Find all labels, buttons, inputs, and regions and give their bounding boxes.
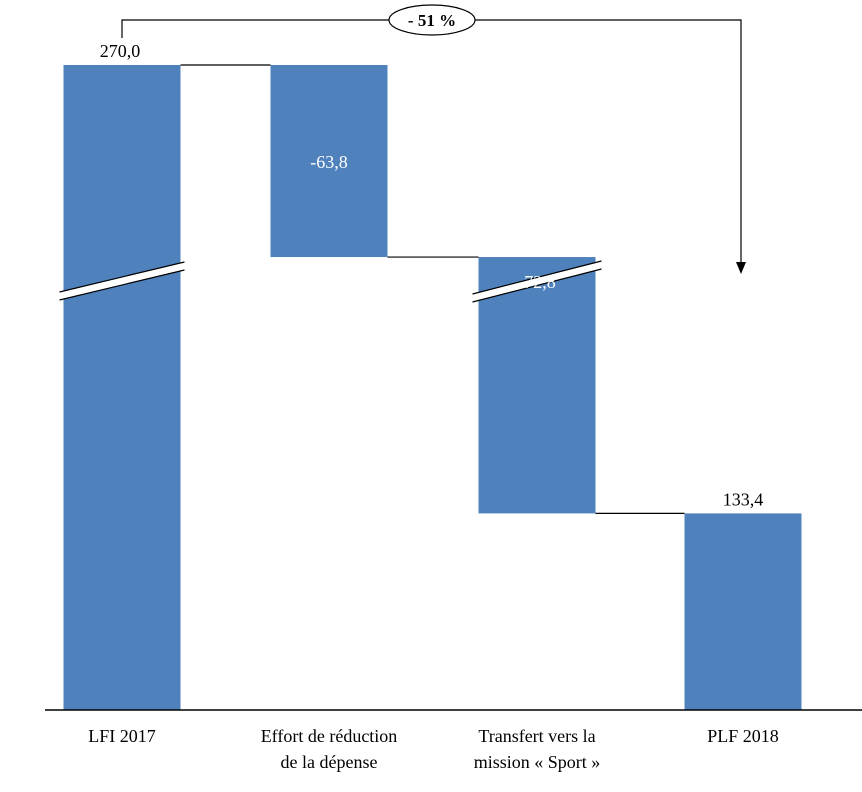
category-label-2-0: Transfert vers la (478, 726, 595, 746)
category-label-1-1: de la dépense (281, 752, 378, 772)
bar-2 (478, 257, 596, 514)
arrow-head (736, 262, 746, 274)
value-label-2: -72,8 (518, 272, 556, 292)
category-label-1-0: Effort de réduction (261, 726, 398, 746)
bar-1 (270, 65, 388, 258)
bar-3 (684, 513, 802, 710)
percent-change-annotation: - 51 % (121, 4, 746, 274)
break-mark-0-line-bottom (59, 269, 185, 301)
value-label-0: 270,0 (100, 41, 141, 61)
break-mark-2-gap (471, 261, 603, 302)
category-label-2-1: mission « Sport » (474, 752, 601, 772)
break-mark-2-line-bottom (472, 268, 602, 303)
value-label-1: -63,8 (310, 152, 348, 172)
category-label-3-0: PLF 2018 (707, 726, 779, 746)
value-labels-group: 270,0 -63,8 -72,8 133,4 (100, 41, 764, 509)
break-mark-0-line-top (59, 261, 185, 293)
category-labels-group: LFI 2017 Effort de réduction de la dépense… (88, 726, 779, 772)
bars-group (63, 65, 802, 710)
bar-0 (63, 65, 181, 710)
annotation-ellipse (388, 4, 476, 36)
category-label-0-0: LFI 2017 (88, 726, 156, 746)
annotation-label: - 51 % (408, 11, 456, 30)
connectors-group (180, 64, 685, 514)
annotation-arrow-line (121, 19, 742, 266)
axis-breaks-group (58, 260, 603, 303)
break-mark-2-line-top (472, 260, 602, 295)
value-label-3: 133,4 (723, 489, 764, 509)
break-mark-0-gap (58, 262, 186, 300)
